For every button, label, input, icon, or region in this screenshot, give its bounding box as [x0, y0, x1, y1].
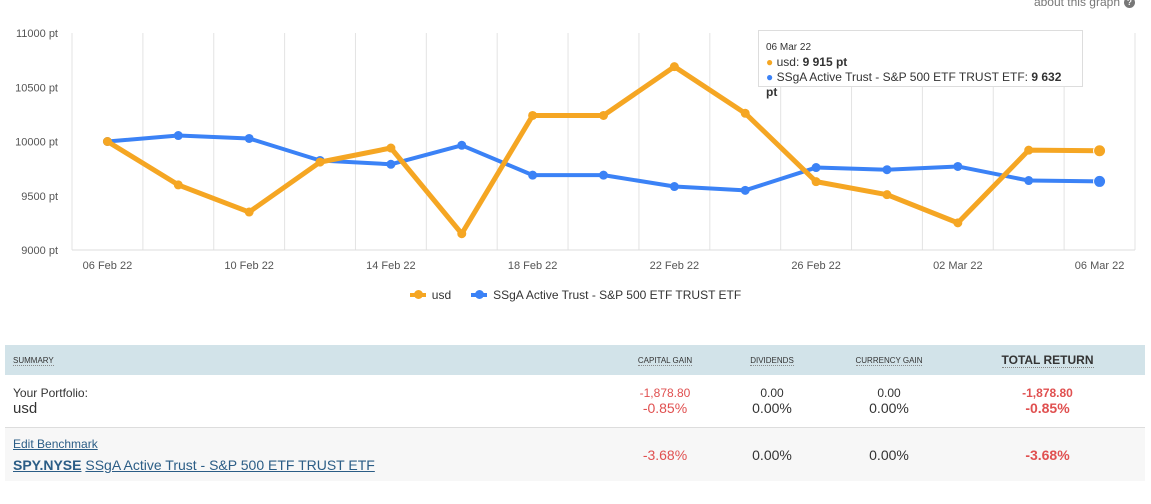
data-point [740, 108, 750, 118]
data-point [244, 207, 254, 217]
header-total-return: Total Return [950, 345, 1145, 375]
total-value: -1,878.80 [1022, 386, 1073, 400]
x-tick-label: 14 Feb 22 [366, 260, 416, 272]
tooltip-date: 06 Mar 22 [766, 42, 812, 53]
data-point [953, 218, 963, 228]
y-tick-label: 9500 pt [21, 191, 58, 203]
tooltip: 06 Mar 22 ● usd: 9 915 pt ● SSgA Active … [758, 30, 1083, 99]
data-point [1024, 176, 1034, 186]
data-point [315, 157, 325, 167]
x-tick-label: 18 Feb 22 [508, 260, 558, 272]
tooltip-usd-value: 9 915 pt [802, 55, 848, 69]
y-tick-label: 9000 pt [21, 245, 58, 257]
data-point [882, 190, 892, 200]
data-point [528, 110, 538, 120]
question-icon: ? [1124, 0, 1135, 8]
usd-dot-icon: ● [766, 55, 774, 69]
about-graph-link[interactable]: about this graph? [1034, 0, 1135, 9]
portfolio-name: usd [13, 399, 38, 417]
x-tick-label: 02 Mar 22 [933, 260, 983, 272]
data-point [386, 143, 396, 153]
data-point [811, 163, 821, 173]
benchmark-ticker-link[interactable]: SPY.NYSE [13, 456, 82, 473]
spy-dot-icon: ● [766, 70, 774, 84]
x-tick-label: 06 Feb 22 [83, 260, 133, 272]
data-point [599, 170, 608, 180]
summary-table: Summary Capital Gain Dividends Currency … [5, 345, 1145, 481]
data-point [102, 137, 112, 146]
data-point [386, 159, 396, 169]
legend-label: usd [431, 288, 452, 302]
dividends-value: 0.00 [760, 386, 784, 400]
data-point [669, 182, 679, 192]
about-label: about this graph [1033, 0, 1120, 9]
data-point [669, 62, 679, 72]
legend-item-spy[interactable]: SSgA Active Trust - S&P 500 ETF TRUST ET… [471, 288, 741, 302]
legend: usd SSgA Active Trust - S&P 500 ETF TRUS… [0, 288, 1151, 302]
data-point [457, 140, 467, 150]
dividends-pct: 0.00% [752, 400, 792, 416]
header-summary: Summary [5, 345, 614, 375]
data-point [173, 180, 183, 190]
x-tick-label: 22 Feb 22 [650, 260, 700, 272]
benchmark-dividends: 0.00% [716, 427, 828, 481]
legend-label: SSgA Active Trust - S&P 500 ETF TRUST ET… [493, 288, 742, 302]
currency-value: 0.00 [877, 386, 901, 400]
spy-swatch-icon [471, 290, 488, 299]
y-tick-label: 11000 pt [16, 28, 58, 40]
header-currency-gain: Currency Gain [828, 345, 950, 375]
data-point [173, 131, 183, 141]
x-tick-label: 06 Mar 22 [1075, 260, 1125, 272]
data-point [740, 185, 750, 195]
data-point [1024, 145, 1034, 155]
edit-benchmark-link[interactable]: Edit Benchmark [13, 436, 98, 451]
data-point [1093, 144, 1107, 158]
benchmark-row: Edit Benchmark SPY.NYSE SSgA Active Trust… [5, 427, 1145, 481]
tooltip-usd-label: usd: [776, 55, 803, 69]
header-capital-gain: Capital Gain [614, 345, 716, 375]
portfolio-row: Your Portfolio: usd -1,878.80 -0.85% 0.00 0… [5, 375, 1145, 428]
data-point [244, 133, 254, 143]
x-tick-label: 26 Feb 22 [791, 260, 841, 272]
benchmark-name-link[interactable]: SSgA Active Trust - S&P 500 ETF TRUST ET… [85, 456, 375, 473]
currency-pct: 0.00% [869, 400, 909, 416]
portfolio-label: Your Portfolio: [13, 385, 88, 400]
capital-gain-pct: -0.85% [642, 400, 688, 416]
data-point [882, 165, 892, 175]
data-point [811, 177, 821, 187]
capital-gain-value: -1,878.80 [639, 386, 691, 400]
tooltip-spy-label: SSgA Active Trust - S&P 500 ETF TRUST ET… [776, 70, 1032, 84]
y-tick-label: 10500 pt [15, 82, 58, 94]
y-tick-label: 10000 pt [15, 137, 58, 149]
total-pct: -0.85% [1025, 400, 1070, 416]
data-point [1093, 174, 1107, 188]
series-line-spy [107, 133, 1100, 193]
data-point [953, 161, 963, 171]
benchmark-currency: 0.00% [828, 427, 950, 481]
data-point [599, 110, 608, 120]
data-point [457, 229, 467, 239]
data-point [528, 170, 538, 180]
tooltip-spy-value: 9 632 pt [766, 70, 1062, 99]
benchmark-total: -3.68% [950, 427, 1145, 481]
header-dividends: Dividends [716, 345, 828, 375]
x-tick-label: 10 Feb 22 [224, 260, 274, 272]
usd-swatch-icon [409, 290, 426, 299]
legend-item-usd[interactable]: usd [409, 288, 452, 302]
benchmark-capital-gain: -3.68% [614, 427, 716, 481]
